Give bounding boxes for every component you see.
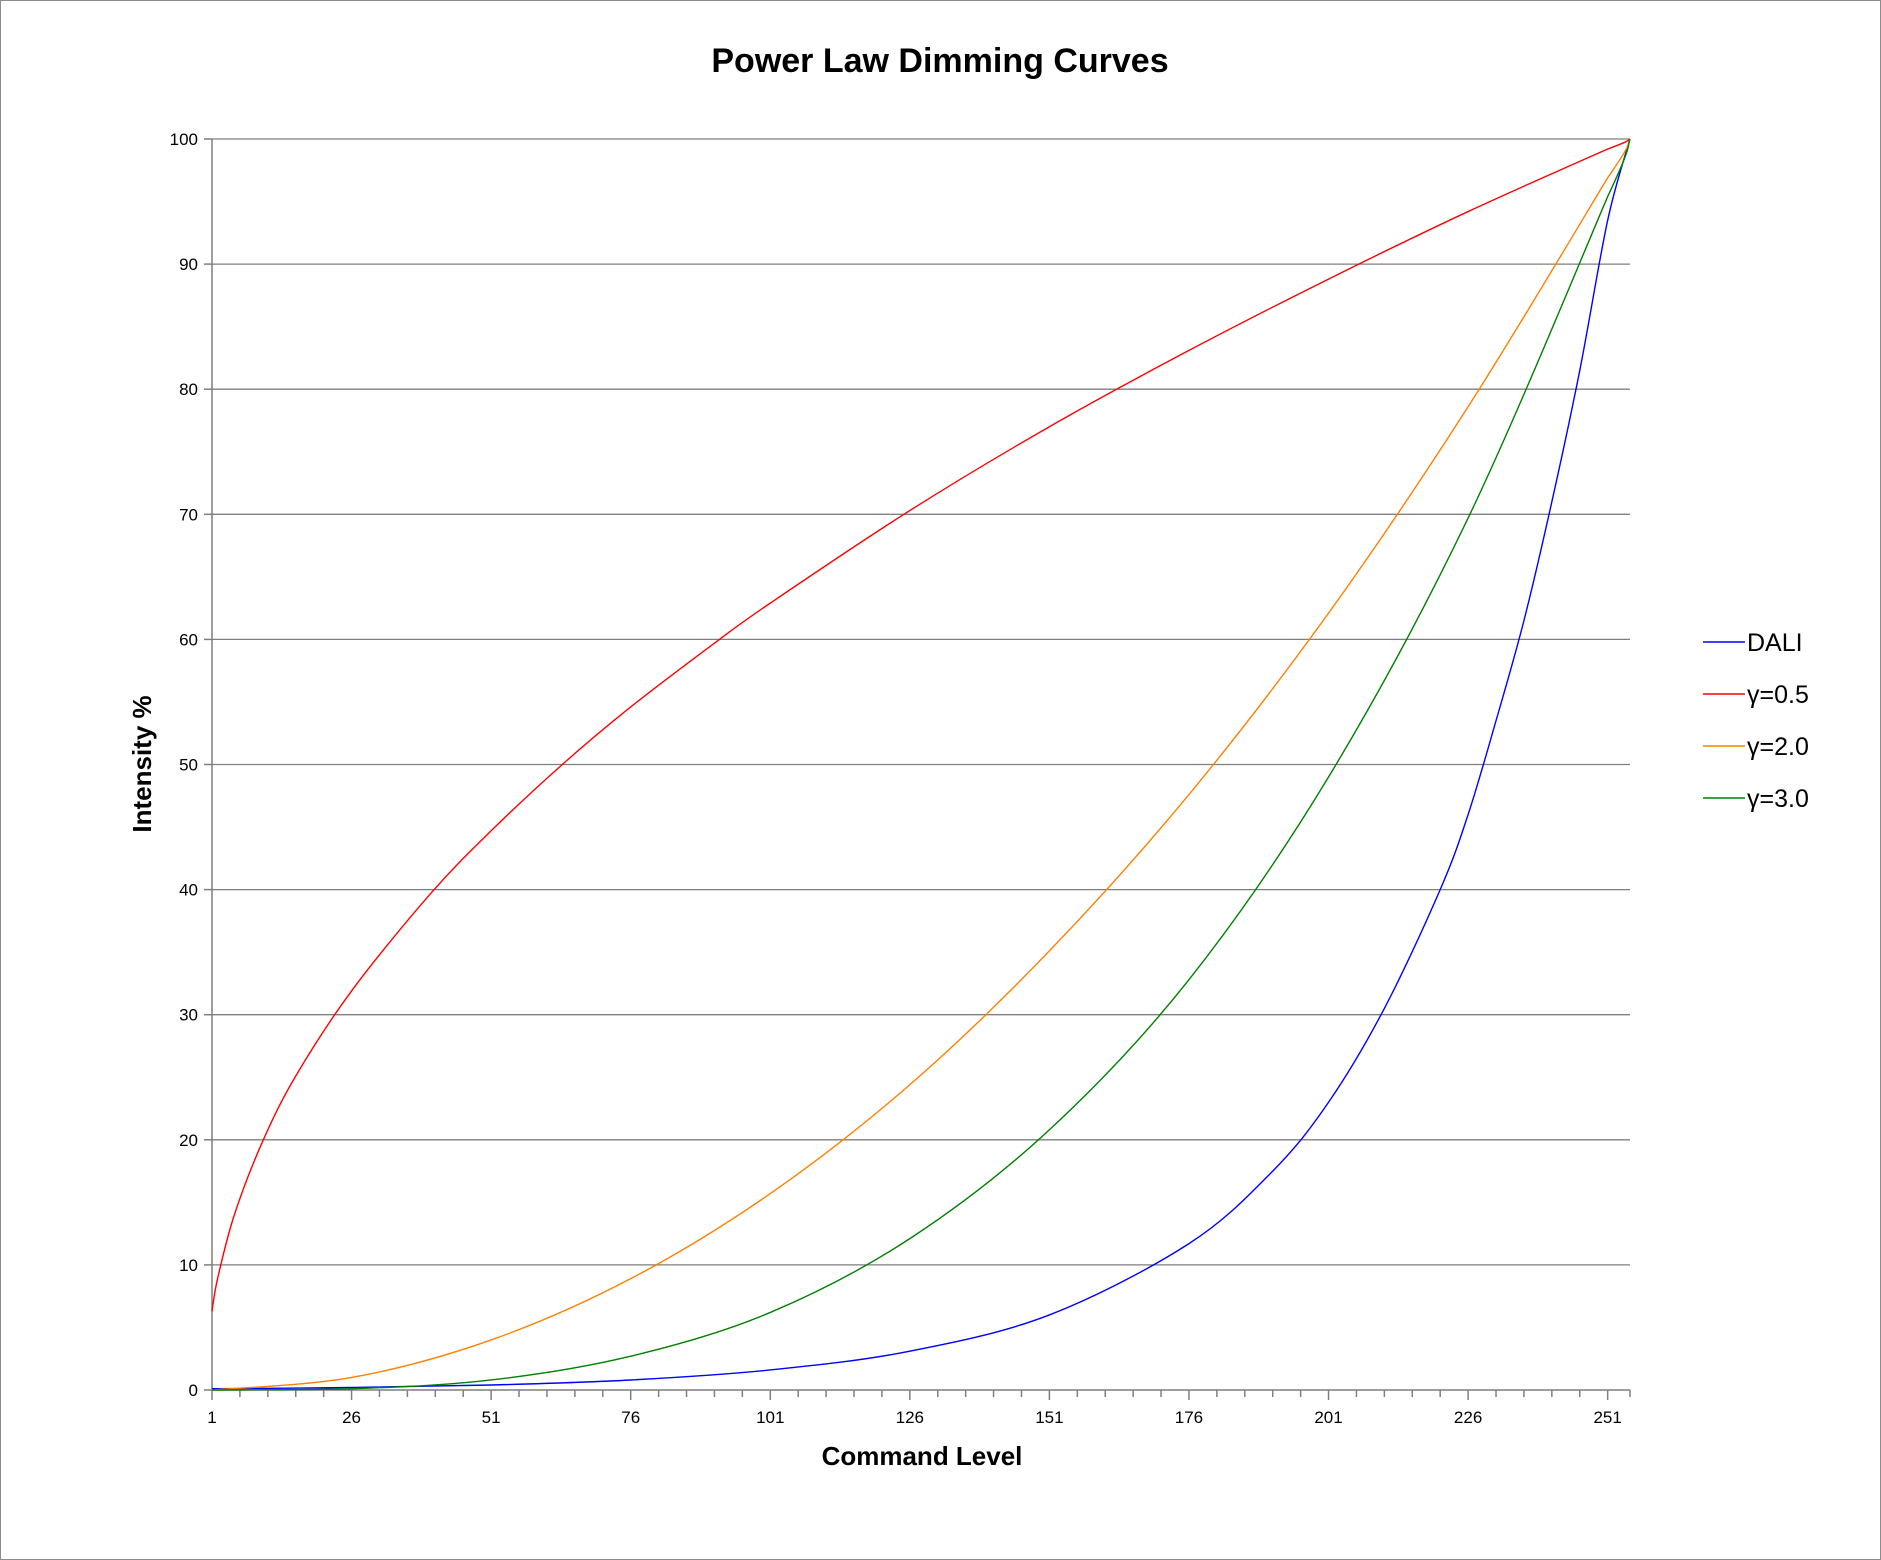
x-tick-label-176: 176	[1175, 1408, 1203, 1427]
y-tick-label-10: 10	[179, 1256, 198, 1275]
series-line-2	[211, 138, 1631, 1391]
series-line-0	[211, 138, 1631, 1390]
y-tick-label-60: 60	[179, 630, 198, 649]
gridlines	[212, 138, 1630, 1266]
y-tick-label-90: 90	[179, 255, 198, 274]
legend: DALI γ=0.5 γ=2.0 γ=3.0	[1703, 629, 1809, 813]
y-tick-label-100: 100	[170, 130, 198, 149]
x-tick-label-26: 26	[342, 1408, 361, 1427]
x-tick-label-76: 76	[621, 1408, 640, 1427]
y-tick-label-20: 20	[179, 1131, 198, 1150]
x-tick-label-101: 101	[756, 1408, 784, 1427]
series-lines	[211, 138, 1631, 1391]
legend-label-3: γ=3.0	[1747, 785, 1809, 813]
x-tick-label-251: 251	[1593, 1408, 1621, 1427]
y-axis-label: Intensity %	[127, 695, 157, 832]
series-line-3	[211, 138, 1631, 1391]
legend-label-2: γ=2.0	[1747, 733, 1809, 761]
legend-label-1: γ=0.5	[1747, 681, 1809, 709]
series-line-1	[211, 138, 1631, 1312]
y-tick-label-30: 30	[179, 1006, 198, 1025]
x-axis-label: Command Level	[822, 1441, 1023, 1471]
x-tick-label-226: 226	[1454, 1408, 1482, 1427]
x-tick-label-201: 201	[1314, 1408, 1342, 1427]
y-tick-label-0: 0	[189, 1381, 198, 1400]
y-tick-label-50: 50	[179, 756, 198, 775]
legend-label-0: DALI	[1747, 629, 1803, 657]
chart-title: Power Law Dimming Curves	[711, 42, 1168, 80]
y-tick-label-40: 40	[179, 881, 198, 900]
x-tick-label-126: 126	[896, 1408, 924, 1427]
x-tick-label-1: 1	[207, 1408, 216, 1427]
x-tick-label-151: 151	[1035, 1408, 1063, 1427]
y-tick-label-80: 80	[179, 380, 198, 399]
y-tick-label-70: 70	[179, 505, 198, 524]
x-tick-label-51: 51	[482, 1408, 501, 1427]
